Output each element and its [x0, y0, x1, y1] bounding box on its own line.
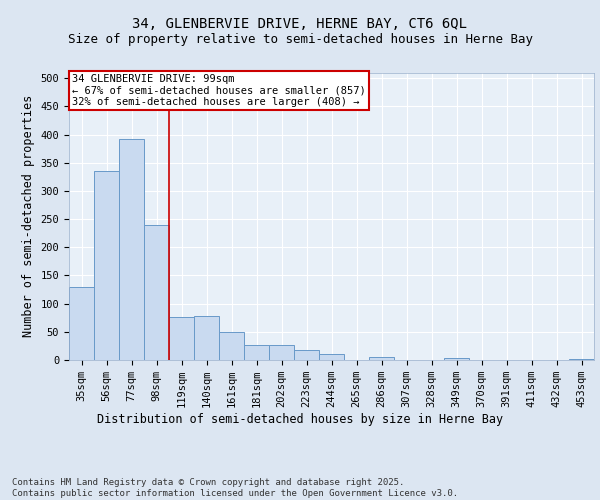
Bar — [369, 357, 394, 360]
Bar — [169, 316, 194, 360]
Bar — [94, 171, 119, 360]
Text: Size of property relative to semi-detached houses in Herne Bay: Size of property relative to semi-detach… — [67, 32, 533, 46]
Bar — [69, 286, 94, 360]
Bar — [444, 358, 469, 360]
Bar — [144, 224, 169, 360]
Bar — [244, 346, 269, 360]
Text: 34 GLENBERVIE DRIVE: 99sqm
← 67% of semi-detached houses are smaller (857)
32% o: 34 GLENBERVIE DRIVE: 99sqm ← 67% of semi… — [71, 74, 365, 107]
Y-axis label: Number of semi-detached properties: Number of semi-detached properties — [22, 95, 35, 338]
Bar — [219, 332, 244, 360]
Text: Distribution of semi-detached houses by size in Herne Bay: Distribution of semi-detached houses by … — [97, 412, 503, 426]
Text: 34, GLENBERVIE DRIVE, HERNE BAY, CT6 6QL: 34, GLENBERVIE DRIVE, HERNE BAY, CT6 6QL — [133, 18, 467, 32]
Text: Contains HM Land Registry data © Crown copyright and database right 2025.
Contai: Contains HM Land Registry data © Crown c… — [12, 478, 458, 498]
Bar — [269, 346, 294, 360]
Bar — [294, 350, 319, 360]
Bar — [194, 316, 219, 360]
Bar — [319, 354, 344, 360]
Bar — [119, 139, 144, 360]
